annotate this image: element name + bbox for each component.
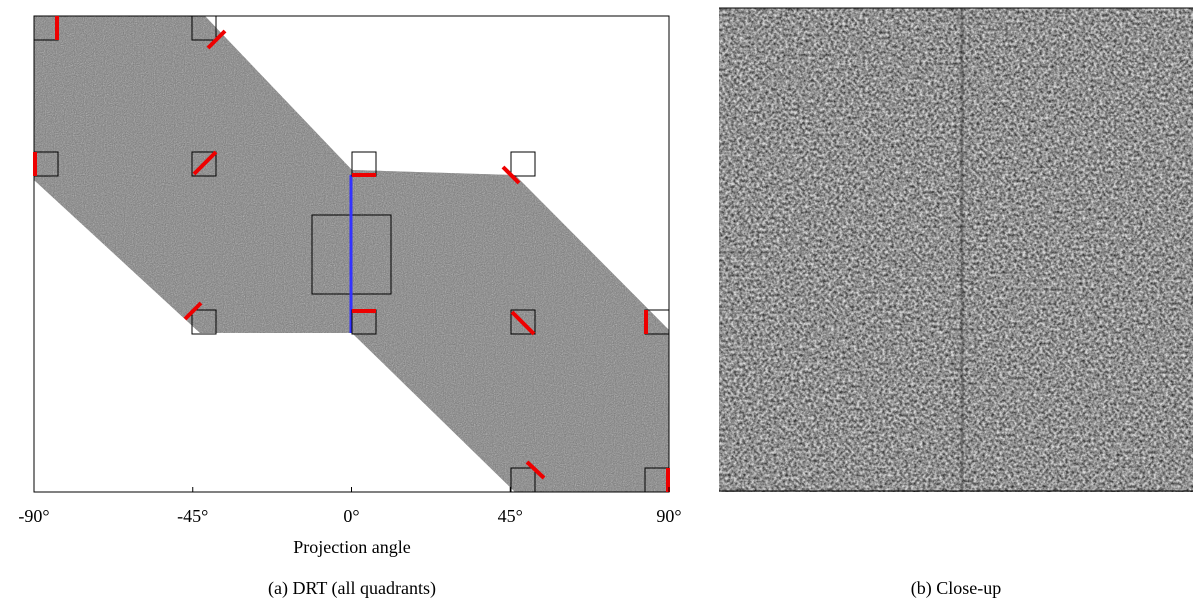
x-tick-label: 90° <box>656 506 681 526</box>
markers <box>33 15 670 493</box>
x-tick-label: -45° <box>177 506 208 526</box>
closeup-texture <box>719 8 1193 492</box>
caption: (b) Close-up <box>911 578 1001 599</box>
caption: (a) DRT (all quadrants) <box>268 578 436 599</box>
closeup-panel: (b) Close-up <box>719 7 1193 599</box>
drt-panel: Projection angle (a) DRT (all quadrants) <box>33 15 670 599</box>
x-axis-label: Projection angle <box>293 537 410 557</box>
x-tick-label: -90° <box>18 506 49 526</box>
x-tick-label: 45° <box>498 506 523 526</box>
x-tick-label: 0° <box>343 506 359 526</box>
